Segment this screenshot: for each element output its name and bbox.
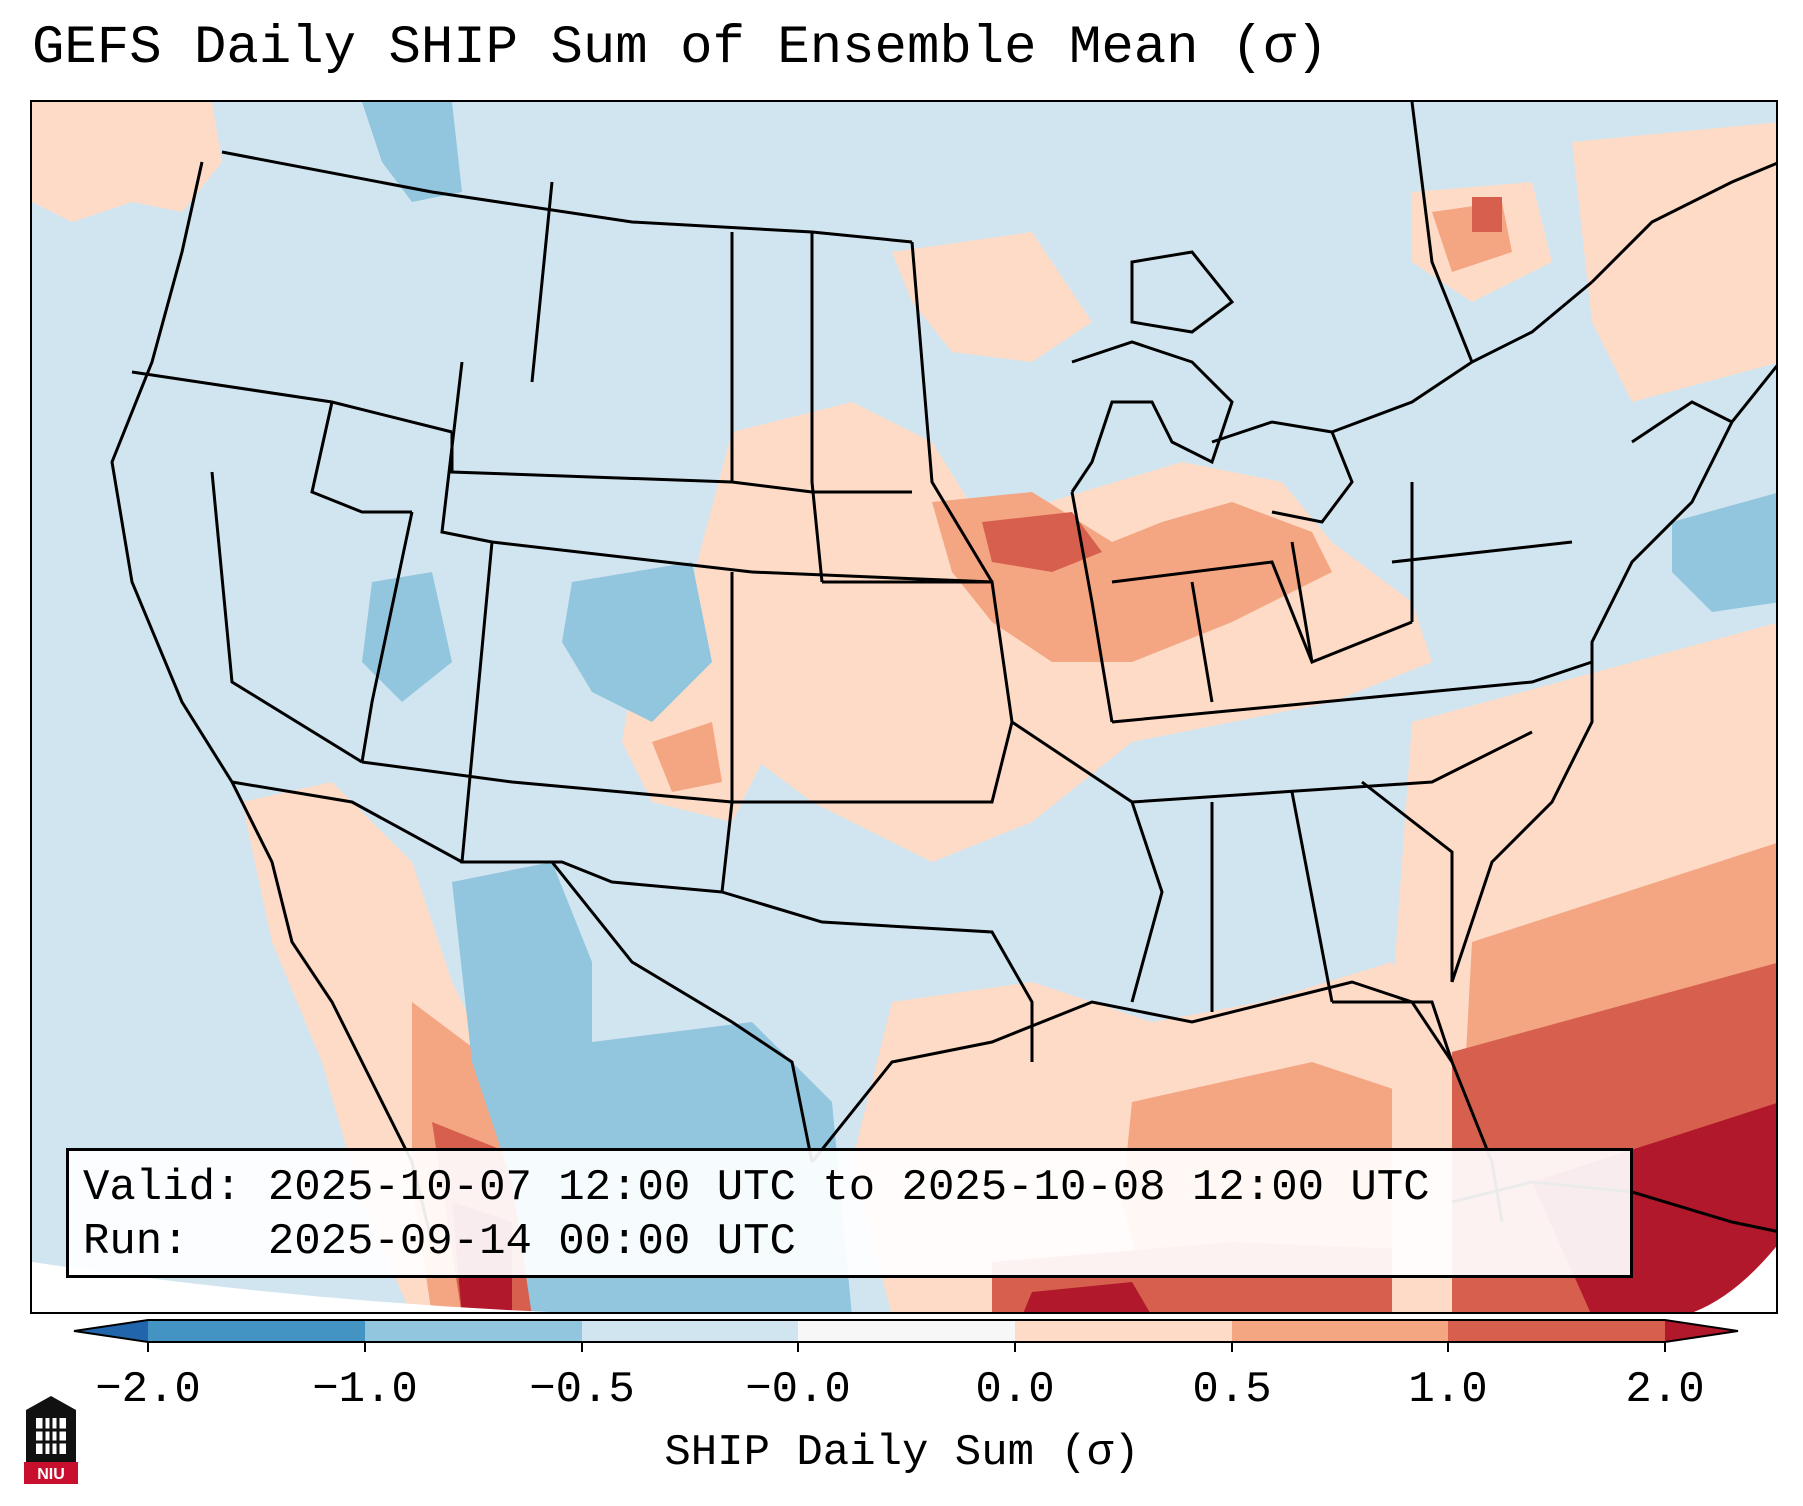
anomaly-field (32, 102, 1776, 1312)
colorbar-label: SHIP Daily Sum (σ) (664, 1428, 1140, 1478)
map-canvas (32, 102, 1776, 1312)
colorbar-seg-3 (582, 1320, 798, 1342)
niu-logo-icon (24, 1396, 78, 1484)
colorbar-seg-6 (1232, 1320, 1448, 1342)
run-time-text: Run: 2025-09-14 00:00 UTC (83, 1217, 796, 1267)
colorbar-over-arrow (1665, 1320, 1738, 1342)
colorbar-tick-label: 2.0 (1625, 1365, 1705, 1415)
valid-time-text: Valid: 2025-10-07 12:00 UTC to 2025-10-0… (83, 1163, 1430, 1213)
map-title: GEFS Daily SHIP Sum of Ensemble Mean (σ) (32, 18, 1329, 79)
map-panel (30, 100, 1778, 1314)
niu-logo-text: NIU (37, 1466, 65, 1483)
colorbar-tick-label: 0.5 (1192, 1365, 1272, 1415)
colorbar-tick-label: −2.0 (95, 1365, 201, 1415)
colorbar-segments (74, 1320, 1738, 1342)
colorbar-tick-label: −1.0 (312, 1365, 418, 1415)
colorbar-tick-label: 1.0 (1408, 1365, 1488, 1415)
colorbar-seg-2 (365, 1320, 582, 1342)
colorbar-under-arrow (74, 1320, 148, 1342)
colorbar-seg-7 (1448, 1320, 1665, 1342)
projection-edge-right (1693, 1246, 1776, 1312)
colorbar-tick-label: −0.5 (529, 1365, 635, 1415)
boundary-lines (110, 102, 1776, 1243)
colorbar-tick-label: 0.0 (975, 1365, 1055, 1415)
colorbar-seg-4 (798, 1320, 1015, 1342)
projection-edge (32, 1262, 550, 1312)
colorbar-seg-1 (148, 1320, 365, 1342)
colorbar-seg-5 (1015, 1320, 1232, 1342)
colorbar-tick-label: −0.0 (745, 1365, 851, 1415)
valid-run-info-box: Valid: 2025-10-07 12:00 UTC to 2025-10-0… (66, 1148, 1633, 1278)
